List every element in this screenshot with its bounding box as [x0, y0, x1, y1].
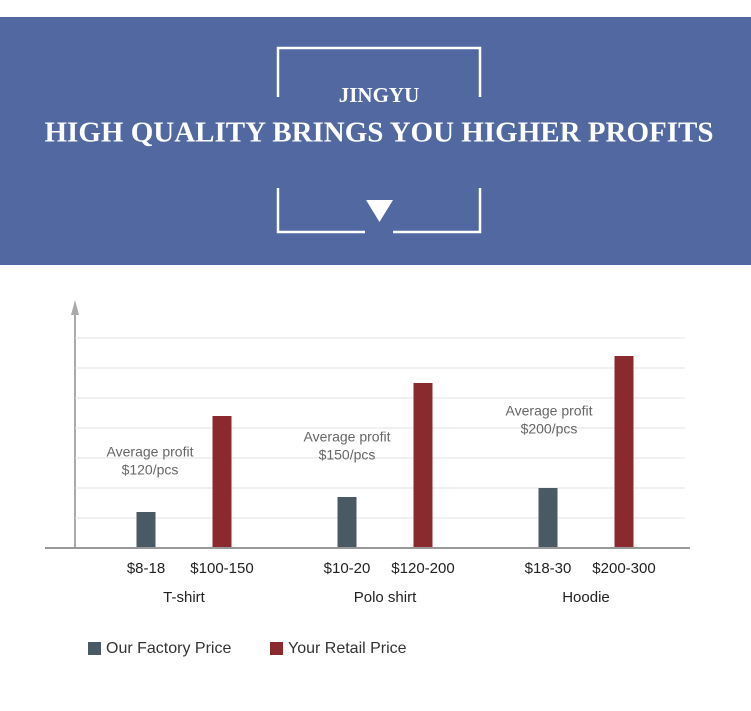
- brand: JINGYU: [339, 83, 420, 107]
- down-arrow: [366, 200, 393, 222]
- bar: [212, 416, 232, 548]
- annotation: Average profit: [304, 429, 391, 445]
- category-label: Hoodie: [562, 589, 610, 606]
- bar: [413, 383, 433, 548]
- bar: [538, 488, 558, 548]
- plot: T-shirt Average profit $120/pcs $8-18 $100-1…: [75, 337, 685, 657]
- y-axis-arrow: [71, 300, 79, 315]
- bar: [614, 356, 634, 548]
- legend-label: Your Retail Price: [288, 640, 407, 657]
- legend-swatch: [270, 642, 283, 655]
- category-label: Polo shirt: [354, 589, 417, 606]
- annotation: Average profit: [506, 403, 593, 419]
- header-band: [0, 17, 751, 265]
- price-label: $8-18: [127, 560, 165, 577]
- legend-label: Our Factory Price: [106, 640, 231, 657]
- price-label: $200-300: [592, 560, 655, 577]
- annotation: Average profit: [107, 444, 194, 460]
- legend-swatch: [88, 642, 101, 655]
- bar: [136, 512, 156, 548]
- annotation: $150/pcs: [319, 447, 376, 463]
- price-label: $18-30: [525, 560, 572, 577]
- category-label: T-shirt: [163, 589, 206, 606]
- price-label: $100-150: [190, 560, 253, 577]
- price-label: $120-200: [391, 560, 454, 577]
- price-label: $10-20: [324, 560, 371, 577]
- annotation: $200/pcs: [521, 421, 578, 437]
- annotation: $120/pcs: [122, 462, 179, 478]
- bar: [337, 497, 357, 548]
- header-frame: [276, 46, 482, 234]
- header-title: HIGH QUALITY BRINGS YOU HIGHER PROFITS: [45, 117, 714, 149]
